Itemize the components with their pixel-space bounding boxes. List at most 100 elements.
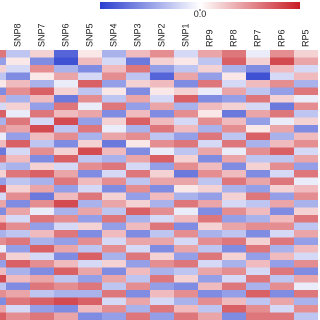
heatmap-cell [0, 57, 6, 66]
heatmap-cell [150, 215, 174, 223]
heatmap-cell [270, 155, 294, 163]
heatmap-cell [270, 282, 294, 291]
heatmap-cell [6, 305, 30, 313]
heatmap-cell [294, 132, 318, 141]
heatmap-cell [6, 192, 30, 201]
heatmap-cell [246, 110, 270, 118]
heatmap-cell [246, 245, 270, 253]
heatmap-cell [6, 252, 30, 261]
heatmap-cell [0, 252, 6, 261]
column-label: SNP5 [84, 23, 94, 47]
heatmap-cell [174, 245, 198, 253]
heatmap-cell [294, 200, 318, 208]
heatmap-cell [78, 57, 102, 66]
column-label: SNP8 [12, 23, 22, 47]
heatmap-cell [222, 170, 246, 178]
heatmap-cell [102, 192, 126, 201]
heatmap-cell [150, 200, 174, 208]
heatmap-cell [270, 207, 294, 216]
heatmap-cell [198, 170, 222, 178]
heatmap-cell [54, 102, 78, 111]
heatmap-cell [6, 237, 30, 246]
heatmap-cell [246, 162, 270, 171]
heatmap-cell [270, 117, 294, 126]
heatmap-cell [246, 215, 270, 223]
heatmap-cell [294, 222, 318, 231]
heatmap-cell [102, 102, 126, 111]
heatmap-cell [246, 132, 270, 141]
heatmap-cell [222, 290, 246, 298]
heatmap-cell [222, 95, 246, 103]
heatmap-cell [198, 102, 222, 111]
heatmap-cell [222, 297, 246, 306]
heatmap-cell [54, 260, 78, 268]
heatmap-cell [54, 230, 78, 238]
heatmap-cell [102, 65, 126, 73]
heatmap-cell [270, 275, 294, 283]
heatmap-cell [30, 275, 54, 283]
heatmap-cell [270, 252, 294, 261]
heatmap-cell [0, 192, 6, 201]
heatmap-cell [0, 177, 6, 186]
heatmap-cell [102, 170, 126, 178]
heatmap-cell [198, 237, 222, 246]
heatmap-cell [30, 72, 54, 81]
heatmap-cell [174, 275, 198, 283]
heatmap-cell [54, 140, 78, 148]
heatmap-cell [0, 87, 6, 96]
heatmap-cell [150, 50, 174, 58]
heatmap-cell [6, 117, 30, 126]
heatmap-cell [222, 177, 246, 186]
heatmap-cell [30, 117, 54, 126]
heatmap-cell [0, 260, 6, 268]
heatmap-cell [30, 312, 54, 320]
heatmap-cell [78, 132, 102, 141]
heatmap-cell [294, 162, 318, 171]
heatmap-cell [174, 177, 198, 186]
heatmap-cell [6, 57, 30, 66]
heatmap-cell [6, 215, 30, 223]
heatmap-cell [198, 230, 222, 238]
heatmap-cell [174, 72, 198, 81]
heatmap-cell [0, 185, 6, 193]
heatmap-cell [150, 245, 174, 253]
heatmap-cell [78, 110, 102, 118]
heatmap-cell [294, 125, 318, 133]
heatmap-cell [270, 267, 294, 276]
heatmap-cell [0, 132, 6, 141]
heatmap-cell [174, 200, 198, 208]
heatmap-cell [198, 140, 222, 148]
heatmap-cell [150, 65, 174, 73]
heatmap-cell [30, 282, 54, 291]
heatmap-cell [126, 192, 150, 201]
column-label: RP7 [252, 29, 262, 47]
heatmap-cell [126, 155, 150, 163]
heatmap-cell [246, 155, 270, 163]
heatmap-cell [78, 102, 102, 111]
column-label: RP9 [204, 29, 214, 47]
heatmap-cell [30, 80, 54, 88]
heatmap-cell [150, 260, 174, 268]
heatmap-cell [126, 200, 150, 208]
heatmap-cell [270, 185, 294, 193]
heatmap-cell [174, 215, 198, 223]
heatmap-cell [102, 245, 126, 253]
heatmap-cell [126, 230, 150, 238]
heatmap-cell [174, 170, 198, 178]
heatmap-cell [198, 125, 222, 133]
heatmap-cell [246, 297, 270, 306]
heatmap-cell [270, 50, 294, 58]
heatmap-cell [174, 267, 198, 276]
heatmap-cell [222, 140, 246, 148]
heatmap-cell [174, 147, 198, 156]
heatmap-cell [294, 297, 318, 306]
heatmap-cell [54, 162, 78, 171]
heatmap-cell [246, 102, 270, 111]
heatmap-cell [270, 290, 294, 298]
heatmap-cell [30, 237, 54, 246]
heatmap-cell [246, 207, 270, 216]
heatmap-cell [126, 222, 150, 231]
heatmap-cell [222, 80, 246, 88]
heatmap-cell [54, 275, 78, 283]
heatmap-cell [246, 65, 270, 73]
